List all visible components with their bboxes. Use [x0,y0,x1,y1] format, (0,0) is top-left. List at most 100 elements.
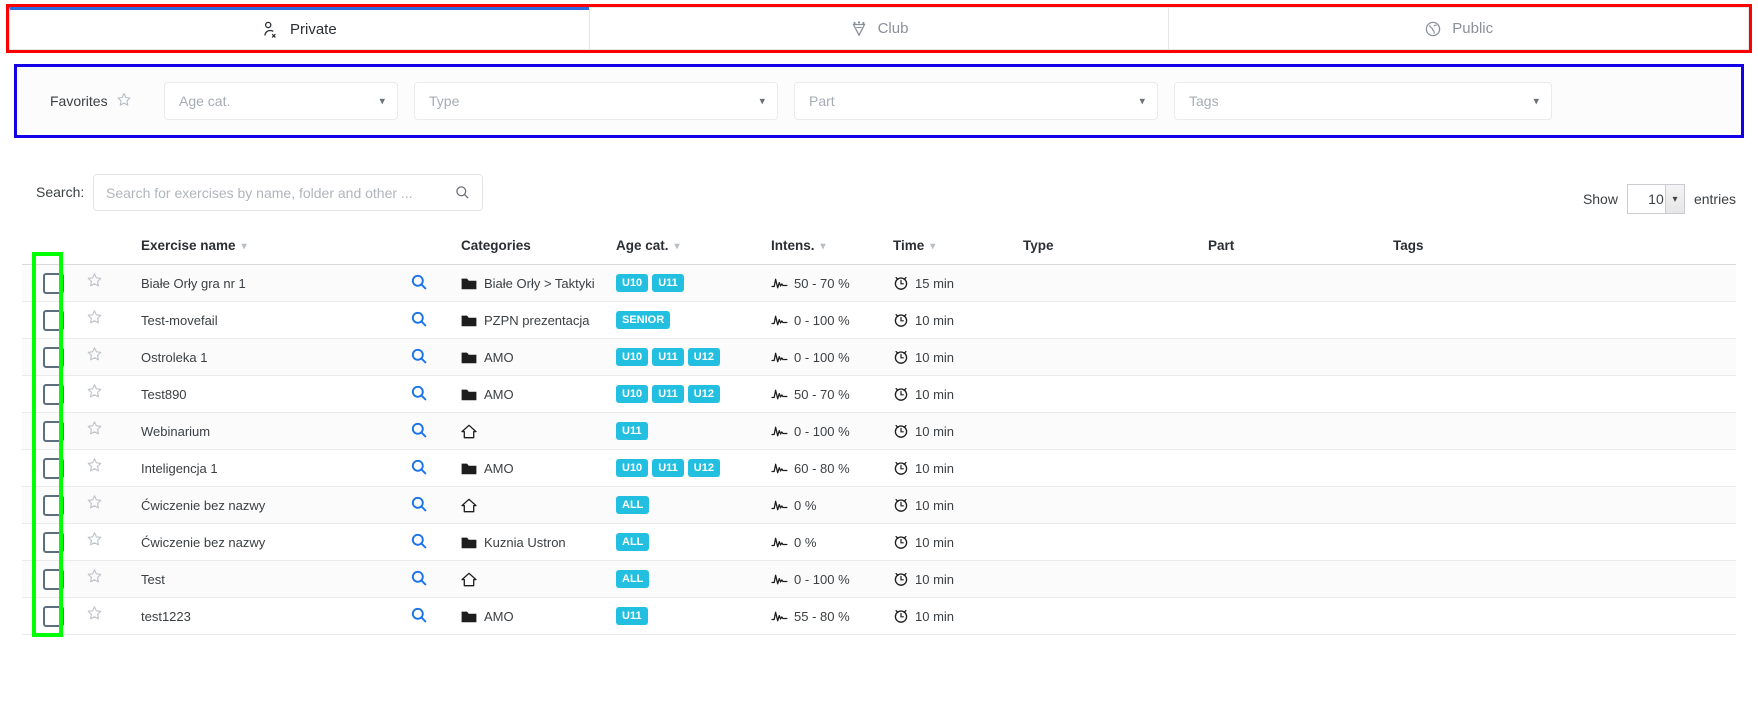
preview-search-icon[interactable] [411,385,427,401]
preview-search-icon[interactable] [411,274,427,290]
row-select-cell[interactable] [22,523,86,561]
type-filter[interactable]: Type ▾ [414,82,778,120]
row-select-cell[interactable] [22,412,86,450]
preview-cell[interactable] [411,523,461,561]
preview-cell[interactable] [411,338,461,376]
row-favorite-cell[interactable] [86,597,141,635]
table-row[interactable]: Ćwiczenie bez nazwy Kuznia Ustron ALL 0 % 10… [22,523,1736,561]
time-column[interactable]: Time ▾ [893,230,1023,265]
row-select-cell[interactable] [22,301,86,339]
row-select-cell[interactable] [22,560,86,598]
row-checkbox[interactable] [43,309,64,331]
star-outline-icon[interactable] [86,384,103,404]
row-checkbox[interactable] [43,346,64,368]
age-cat-filter[interactable]: Age cat. ▾ [164,82,398,120]
row-favorite-cell[interactable] [86,301,141,339]
preview-search-icon[interactable] [411,422,427,438]
entries-per-page-select[interactable]: 10 ▾ [1626,184,1685,214]
star-outline-icon[interactable] [86,421,103,441]
row-favorite-cell[interactable] [86,449,141,487]
preview-cell[interactable] [411,449,461,487]
preview-cell[interactable] [411,486,461,524]
exercise-name-cell[interactable]: Inteligencja 1 [141,449,411,487]
exercise-name-cell[interactable]: Ostroleka 1 [141,338,411,376]
star-outline-icon[interactable] [116,92,132,111]
row-select-cell[interactable] [22,597,86,635]
star-outline-icon[interactable] [86,569,103,589]
row-favorite-cell[interactable] [86,264,141,302]
row-favorite-cell[interactable] [86,523,141,561]
sort-icon[interactable]: ▾ [820,240,826,252]
tab-club[interactable]: Club [588,7,1169,50]
row-checkbox[interactable] [43,531,64,553]
exercise-name-column[interactable]: Exercise name ▾ [141,230,411,265]
exercise-name-cell[interactable]: Webinarium [141,412,411,450]
search-input[interactable] [106,184,455,201]
exercise-name-cell[interactable]: test1223 [141,597,411,635]
preview-search-icon[interactable] [411,459,427,475]
row-checkbox[interactable] [43,568,64,590]
row-checkbox[interactable] [43,420,64,442]
row-checkbox[interactable] [43,383,64,405]
preview-search-icon[interactable] [411,311,427,327]
row-checkbox[interactable] [43,494,64,516]
preview-search-icon[interactable] [411,607,427,623]
search-box[interactable] [93,174,483,211]
table-row[interactable]: Test890 AMO U10 U11 U12 50 - 70 % 10 min [22,375,1736,413]
row-select-cell[interactable] [22,375,86,413]
row-select-cell[interactable] [22,264,86,302]
age-cat-column[interactable]: Age cat. ▾ [616,230,771,265]
table-row[interactable]: Ćwiczenie bez nazwy ALL 0 % 10 min [22,486,1736,524]
star-outline-icon[interactable] [86,458,103,478]
row-checkbox[interactable] [43,457,64,479]
star-outline-icon[interactable] [86,347,103,367]
favorites-toggle[interactable]: Favorites [32,92,164,111]
preview-cell[interactable] [411,264,461,302]
row-checkbox[interactable] [43,272,64,294]
row-checkbox[interactable] [43,605,64,627]
row-favorite-cell[interactable] [86,560,141,598]
table-row[interactable]: Webinarium U11 0 - 100 % 10 min [22,412,1736,450]
search-icon[interactable] [455,185,470,200]
star-outline-icon[interactable] [86,532,103,552]
preview-search-icon[interactable] [411,533,427,549]
exercise-name-cell[interactable]: Ćwiczenie bez nazwy [141,486,411,524]
preview-search-icon[interactable] [411,348,427,364]
table-row[interactable]: test1223 AMO U11 55 - 80 % 10 min [22,597,1736,635]
row-favorite-cell[interactable] [86,375,141,413]
preview-search-icon[interactable] [411,496,427,512]
star-outline-icon[interactable] [86,495,103,515]
sort-icon[interactable]: ▾ [930,240,936,252]
exercise-name-cell[interactable]: Test-movefail [141,301,411,339]
table-row[interactable]: Inteligencja 1 AMO U10 U11 U12 60 - 80 % 10 mi… [22,449,1736,487]
star-outline-icon[interactable] [86,310,103,330]
row-favorite-cell[interactable] [86,338,141,376]
intensity-column[interactable]: Intens. ▾ [771,230,893,265]
preview-search-icon[interactable] [411,570,427,586]
row-select-cell[interactable] [22,449,86,487]
preview-cell[interactable] [411,597,461,635]
part-filter[interactable]: Part ▾ [794,82,1158,120]
preview-cell[interactable] [411,301,461,339]
tab-private[interactable]: Private [9,7,589,50]
exercise-name-cell[interactable]: Białe Orły gra nr 1 [141,264,411,302]
tags-filter[interactable]: Tags ▾ [1174,82,1552,120]
row-favorite-cell[interactable] [86,412,141,450]
table-row[interactable]: Test-movefail PZPN prezentacja SENIOR 0 - 1… [22,301,1736,339]
sort-icon[interactable]: ▾ [674,240,680,252]
table-row[interactable]: Białe Orły gra nr 1 Białe Orły > Taktyki U… [22,264,1736,302]
row-favorite-cell[interactable] [86,486,141,524]
sort-icon[interactable]: ▾ [241,240,247,252]
star-outline-icon[interactable] [86,273,103,293]
tab-public[interactable]: Public [1168,7,1750,50]
row-select-cell[interactable] [22,486,86,524]
exercise-name-cell[interactable]: Test [141,560,411,598]
star-outline-icon[interactable] [86,606,103,626]
table-row[interactable]: Ostroleka 1 AMO U10 U11 U12 0 - 100 % 10 min [22,338,1736,376]
preview-cell[interactable] [411,412,461,450]
row-select-cell[interactable] [22,338,86,376]
exercise-name-cell[interactable]: Test890 [141,375,411,413]
exercise-name-cell[interactable]: Ćwiczenie bez nazwy [141,523,411,561]
table-row[interactable]: Test ALL 0 - 100 % 10 min [22,560,1736,598]
preview-cell[interactable] [411,375,461,413]
